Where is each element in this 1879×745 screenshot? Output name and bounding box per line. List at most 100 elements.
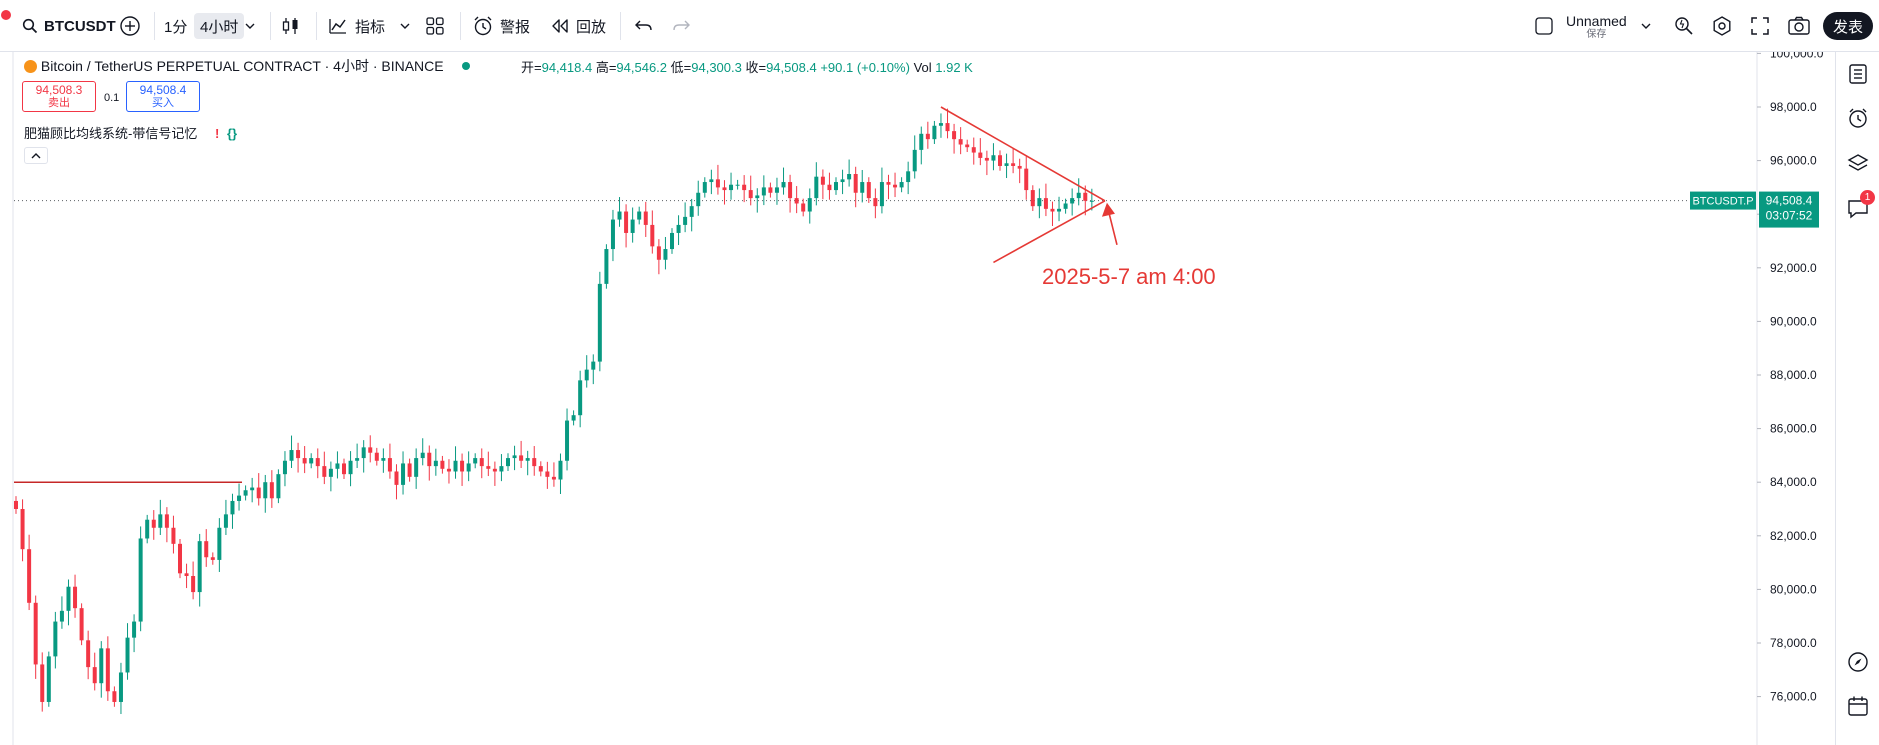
candle-body	[827, 184, 832, 191]
candle-body	[630, 219, 635, 233]
hotlists-button[interactable]	[1846, 650, 1870, 674]
buy-button[interactable]: 94,508.4 买入	[126, 81, 200, 112]
price-tick-label: 76,000.0	[1770, 690, 1817, 704]
candle-body	[138, 538, 143, 622]
indicators-dropdown[interactable]	[399, 13, 411, 39]
publish-button[interactable]: 发表	[1823, 12, 1873, 40]
candle-body	[466, 463, 471, 472]
candle-body	[342, 463, 346, 475]
redo-button[interactable]	[671, 13, 691, 39]
chevron-up-icon	[31, 152, 41, 158]
chat-badge: 1	[1860, 190, 1875, 205]
candle-body	[591, 361, 596, 370]
compare-add-button[interactable]	[119, 13, 141, 39]
indicator-legend[interactable]: 肥猫顾比均线系统-带信号记忆 ! {}	[24, 123, 237, 142]
candle-body	[178, 543, 182, 574]
candle-body	[1089, 200, 1094, 202]
buy-price: 94,508.4	[139, 83, 187, 97]
settings-button[interactable]	[1711, 13, 1733, 39]
candle-body	[348, 460, 353, 475]
candle-body	[112, 691, 117, 702]
candle-body	[401, 463, 406, 485]
layout-dropdown[interactable]	[1640, 13, 1652, 39]
last-price-label: BTCUSDT.P 94,508.4 03:07:52	[1690, 191, 1819, 228]
candle-body	[1070, 198, 1075, 204]
indicator-warning-icon[interactable]: !	[214, 126, 220, 141]
interval-dropdown[interactable]	[244, 13, 256, 39]
candle-body	[59, 610, 64, 622]
clock-icon	[1849, 108, 1867, 128]
date-annotation[interactable]: 2025-5-7 am 4:00	[1042, 264, 1216, 289]
candle-body	[302, 458, 307, 464]
price-tick-label: 96,000.0	[1770, 154, 1817, 168]
price-tick-label: 100,000.0	[1770, 52, 1824, 60]
triangle-lower-trendline[interactable]	[993, 200, 1106, 264]
candle-body	[663, 249, 668, 260]
candle-body	[499, 466, 504, 472]
indicator-source-icon[interactable]: {}	[226, 126, 238, 141]
candle-body	[689, 206, 694, 217]
symbol-search-button[interactable]: BTCUSDT	[22, 13, 116, 39]
candle-body	[46, 656, 51, 702]
alert-button[interactable]: 警报	[472, 13, 530, 39]
candle-body	[788, 182, 793, 199]
watchlist-button[interactable]	[1846, 62, 1870, 86]
layout-checkbox[interactable]	[1534, 13, 1554, 39]
candle-body	[742, 184, 747, 191]
layout-button[interactable]	[425, 13, 445, 39]
candle-body	[801, 203, 806, 212]
candle-body	[1050, 208, 1055, 212]
layers-button[interactable]	[1846, 151, 1870, 175]
candle-body	[820, 176, 825, 185]
chart-type-button[interactable]	[280, 13, 302, 39]
indicators-button[interactable]: 指标	[327, 13, 385, 39]
candle-body	[105, 648, 110, 692]
candle-body	[361, 447, 366, 459]
notification-badge[interactable]	[1, 10, 11, 20]
candle-body	[906, 171, 911, 183]
screenshot-button[interactable]	[1787, 13, 1811, 39]
interval-1m-button[interactable]: 1分	[164, 13, 187, 39]
triangle-upper-trendline[interactable]	[940, 106, 1106, 202]
undo-button[interactable]	[634, 13, 654, 39]
candle-body	[204, 541, 209, 558]
candle-body	[1076, 192, 1081, 199]
low-label: 低=	[670, 60, 692, 75]
candle-body	[768, 187, 773, 193]
candle-body	[355, 458, 360, 461]
candle-body	[151, 519, 156, 528]
indicator-name: 肥猫顾比均线系统-带信号记忆	[24, 126, 198, 141]
rewind-icon	[552, 19, 568, 33]
candle-body	[394, 471, 399, 485]
symbol-legend[interactable]: Bitcoin / TetherUS PERPETUAL CONTRACT · …	[24, 56, 470, 76]
replay-button[interactable]: 回放	[550, 13, 606, 39]
candle-body	[984, 157, 989, 161]
candle-body	[230, 500, 235, 515]
layers-icon	[1847, 154, 1869, 171]
candle-body	[761, 187, 766, 196]
quick-search-button[interactable]	[1673, 13, 1695, 39]
low-value: 94,300.3	[691, 60, 742, 75]
candle-body	[834, 182, 838, 191]
candle-body	[617, 211, 622, 220]
redo-icon	[673, 20, 690, 31]
price-chart[interactable]: 100,000.098,000.096,000.094,000.092,000.…	[0, 52, 1835, 745]
sell-button[interactable]: 94,508.3 卖出	[22, 81, 96, 112]
candle-body	[978, 152, 983, 158]
candle-body	[565, 420, 570, 461]
candle-body	[440, 460, 445, 469]
interval-4h-button[interactable]: 4小时	[194, 13, 245, 39]
candle-body	[322, 466, 327, 477]
candle-body	[532, 458, 537, 467]
divider	[316, 12, 317, 40]
collapse-legend-button[interactable]	[24, 147, 48, 164]
triangle-drawing[interactable]	[940, 106, 1118, 264]
calendar-button[interactable]	[1846, 694, 1870, 718]
alerts-panel-button[interactable]	[1846, 106, 1870, 130]
price-axis[interactable]: 100,000.098,000.096,000.094,000.092,000.…	[1757, 52, 1824, 704]
save-layout-button[interactable]: Unnamed 保存	[1566, 12, 1627, 42]
candle-body	[145, 519, 150, 539]
ohlc-values: 开=94,418.4 高=94,546.2 低=94,300.3 收=94,50…	[521, 57, 973, 76]
candle-body	[932, 125, 937, 140]
fullscreen-button[interactable]	[1750, 13, 1770, 39]
